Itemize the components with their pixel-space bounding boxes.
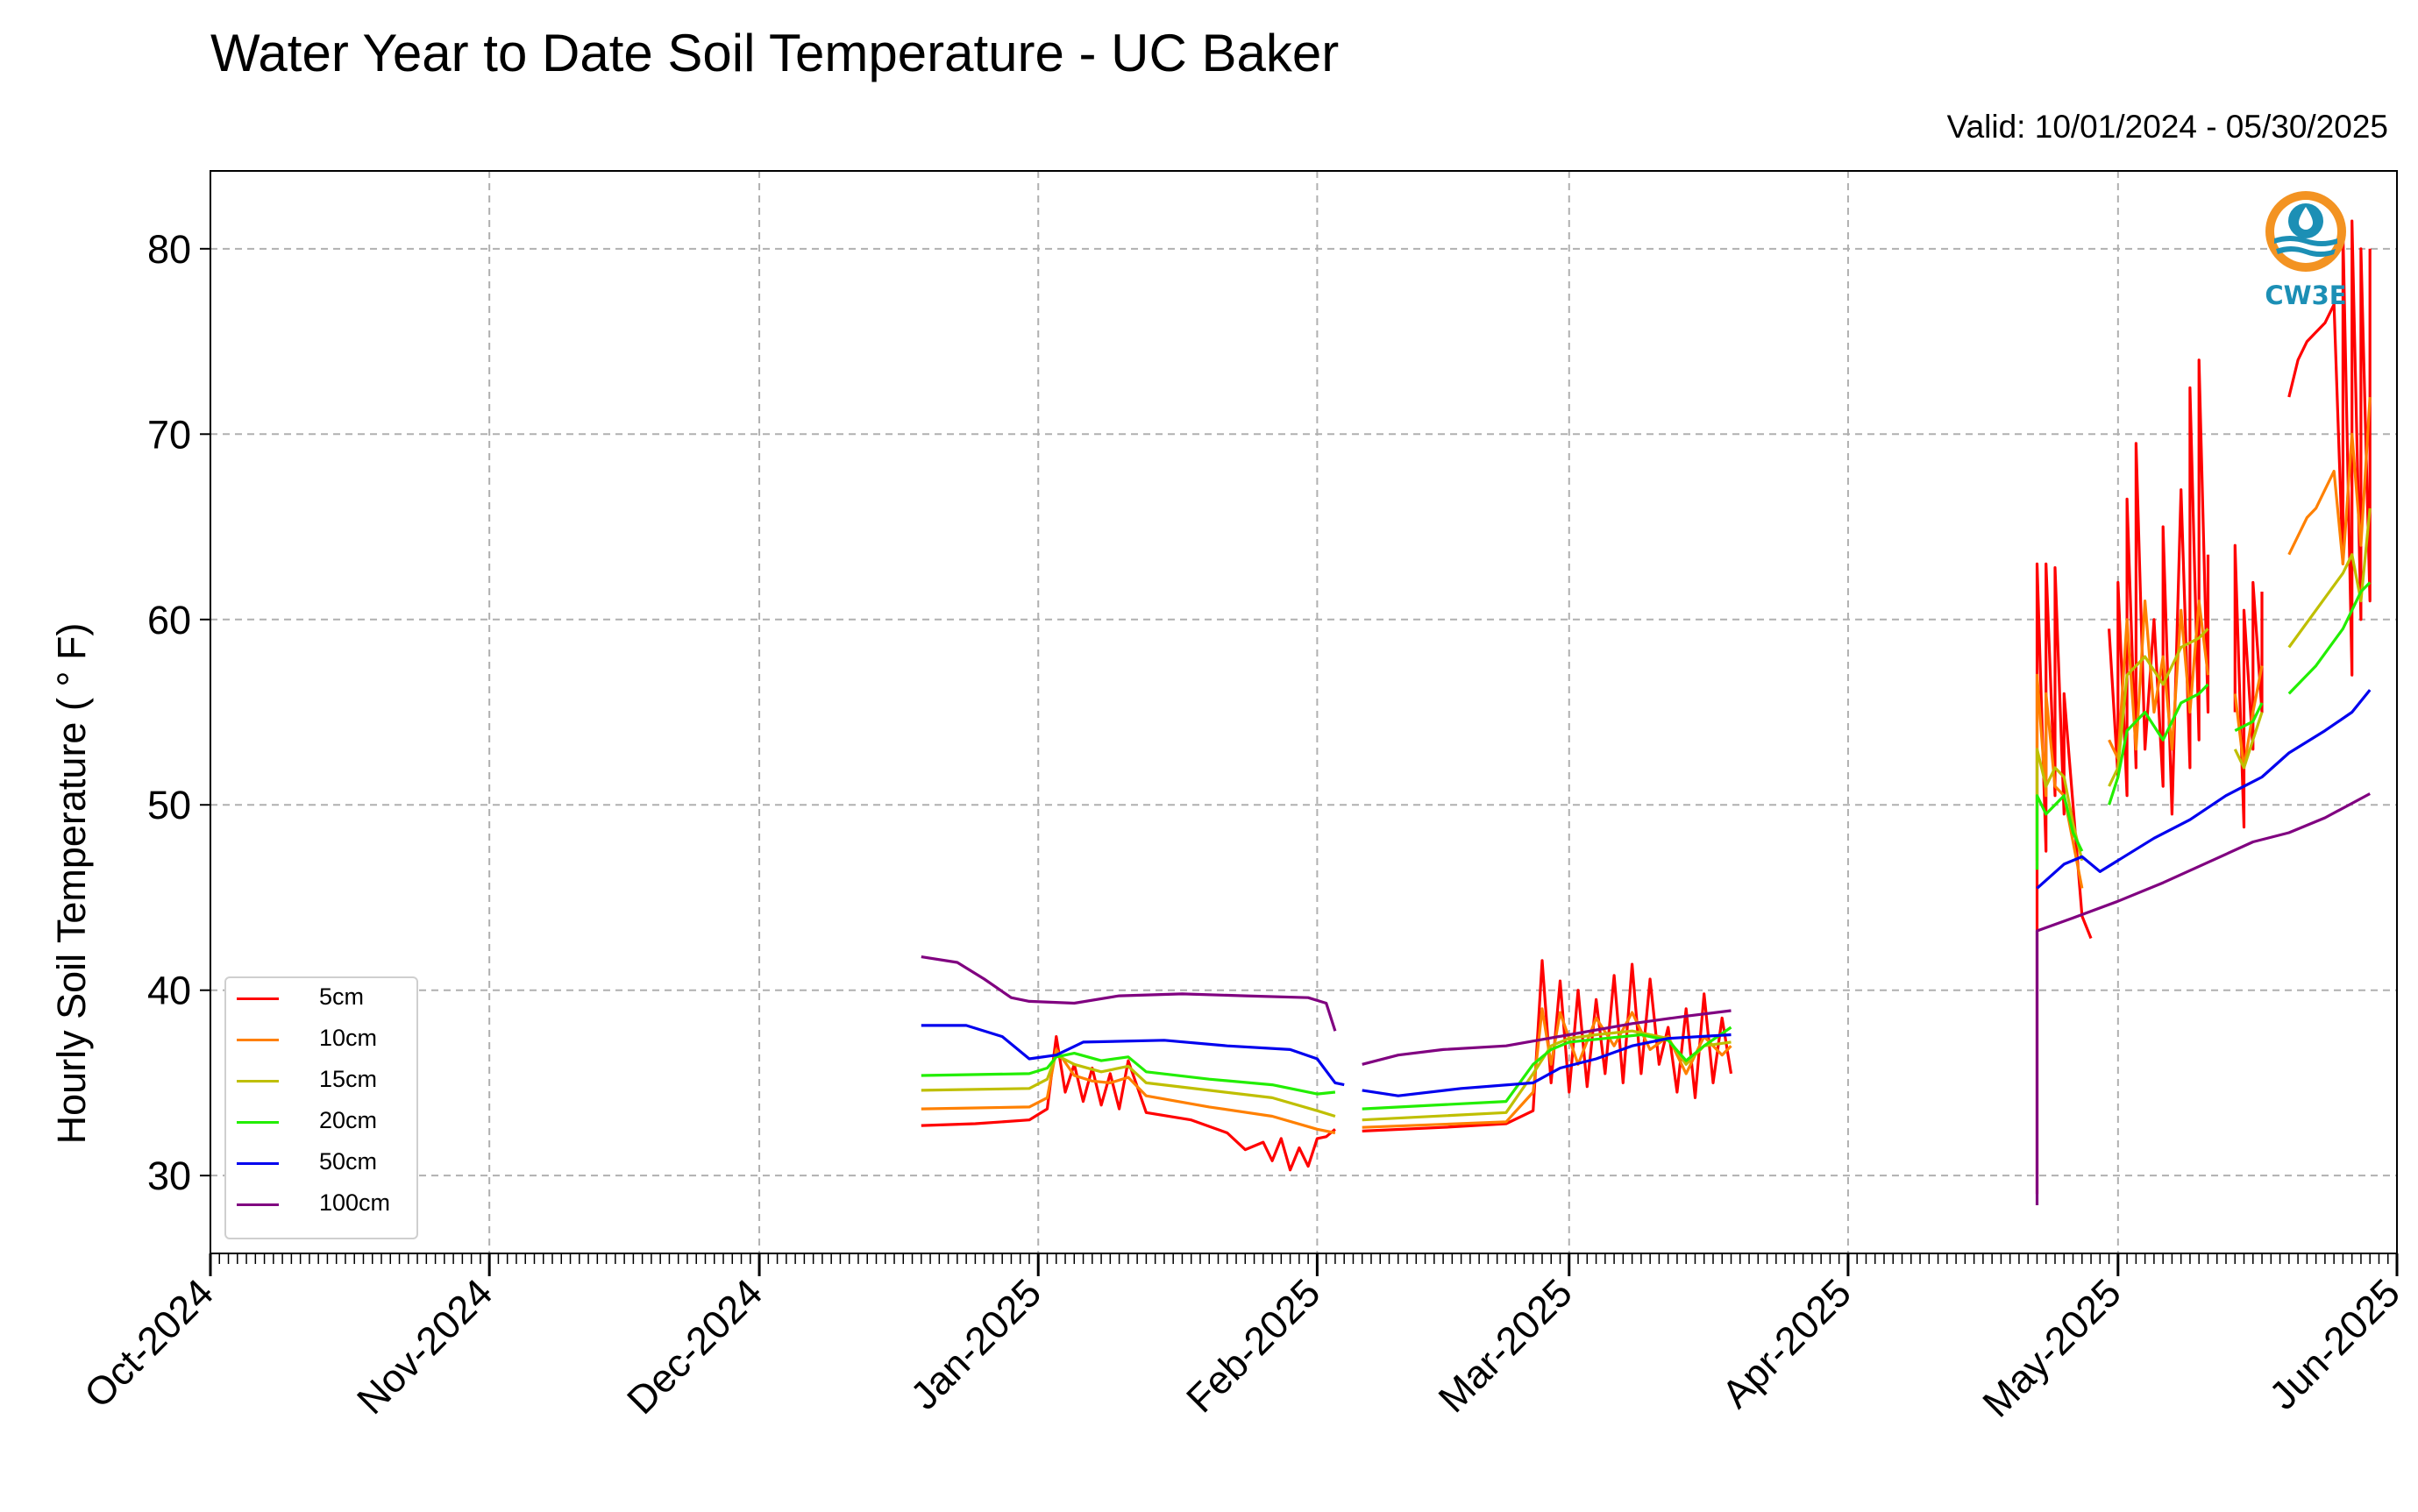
x-tick-label: Mar-2025 bbox=[1430, 1270, 1581, 1421]
legend-item-10cm: 10cm bbox=[226, 1019, 416, 1060]
series-line-15cm bbox=[921, 1054, 1336, 1118]
series-line-10cm bbox=[2233, 665, 2264, 770]
x-tick-label: Feb-2025 bbox=[1177, 1270, 1328, 1421]
legend-item-20cm: 20cm bbox=[226, 1102, 416, 1142]
series-15cm bbox=[921, 508, 2372, 1122]
legend-swatch bbox=[237, 997, 279, 1000]
legend-item-50cm: 50cm bbox=[226, 1143, 416, 1183]
series-line-20cm bbox=[2234, 702, 2264, 733]
series-line-100cm bbox=[921, 955, 1337, 1032]
series-line-10cm bbox=[2035, 673, 2084, 889]
legend-swatch bbox=[237, 1121, 279, 1124]
legend-swatch bbox=[237, 1203, 279, 1206]
series-line-100cm bbox=[2035, 792, 2371, 1205]
x-tick-label: Jun-2025 bbox=[2260, 1270, 2408, 1418]
series-10cm bbox=[921, 396, 2372, 1135]
series-line-20cm bbox=[2108, 683, 2209, 806]
legend-label: 20cm bbox=[319, 1107, 378, 1133]
series-line-20cm bbox=[1362, 1026, 1732, 1111]
chart-title: Water Year to Date Soil Temperature - UC… bbox=[210, 24, 1340, 82]
series-line-15cm bbox=[2035, 748, 2084, 862]
series-line-20cm bbox=[921, 1051, 1336, 1096]
axes: 30 40 50 60 70 80 Oct-2024 Nov-2024 Dec-2024 Jan-… bbox=[75, 227, 2408, 1426]
series-line-100cm bbox=[1362, 1009, 1732, 1066]
series-line-5cm bbox=[1362, 959, 1733, 1132]
y-axis-label: Hourly Soil Temperature ( ° F) bbox=[49, 623, 94, 1145]
cw3e-logo: CW3E bbox=[2255, 186, 2357, 317]
legend-label: 50cm bbox=[319, 1148, 378, 1175]
series-line-20cm bbox=[2287, 581, 2372, 695]
legend-item-15cm: 15cm bbox=[226, 1061, 416, 1101]
water-drop-icon bbox=[2265, 191, 2346, 272]
y-tick-label: 80 bbox=[147, 227, 191, 272]
series-line-20cm bbox=[2035, 794, 2084, 870]
series-line-15cm bbox=[2233, 712, 2264, 770]
legend-item-100cm: 100cm bbox=[226, 1184, 416, 1225]
y-tick-label: 60 bbox=[147, 598, 191, 642]
series-line-50cm bbox=[921, 1024, 1345, 1087]
series-line-10cm bbox=[921, 1047, 1336, 1135]
y-tick-label: 70 bbox=[147, 412, 191, 457]
legend-label: 100cm bbox=[319, 1189, 391, 1216]
series-100cm bbox=[921, 792, 2371, 1205]
plot-frame bbox=[210, 170, 2398, 1254]
x-tick-label: Dec-2024 bbox=[618, 1270, 771, 1423]
legend-item-5cm: 5cm bbox=[226, 978, 416, 1019]
x-tick-label: May-2025 bbox=[1974, 1270, 2130, 1426]
legend-swatch bbox=[237, 1039, 279, 1041]
series-line-10cm bbox=[2287, 396, 2372, 565]
legend-label: 10cm bbox=[319, 1025, 378, 1051]
series-line-50cm bbox=[2036, 689, 2372, 890]
series-line-15cm bbox=[1362, 1029, 1732, 1122]
y-tick-label: 50 bbox=[147, 783, 191, 827]
series-line-5cm bbox=[2108, 358, 2210, 816]
legend-swatch bbox=[237, 1162, 279, 1165]
chart-subtitle: Valid: 10/01/2024 - 05/30/2025 bbox=[1946, 109, 2388, 145]
series-50cm bbox=[921, 689, 2372, 1097]
series-line-5cm bbox=[2233, 543, 2264, 829]
legend-label: 5cm bbox=[319, 983, 365, 1010]
series-lines bbox=[921, 219, 2372, 1205]
legend: 5cm 10cm 15cm 20cm 50cm 100cm bbox=[224, 976, 418, 1239]
legend-label: 15cm bbox=[319, 1066, 378, 1092]
y-tick-label: 40 bbox=[147, 969, 191, 1013]
x-tick-label: Jan-2025 bbox=[902, 1270, 1050, 1418]
series-line-15cm bbox=[2287, 508, 2372, 649]
logo-text: CW3E bbox=[2265, 280, 2347, 310]
series-line-5cm bbox=[2287, 219, 2372, 677]
x-tick-label: Oct-2024 bbox=[75, 1270, 222, 1416]
y-tick-label: 30 bbox=[147, 1154, 191, 1198]
grid-lines bbox=[210, 171, 2397, 1253]
series-line-15cm bbox=[2108, 628, 2209, 787]
x-tick-label: Apr-2025 bbox=[1713, 1270, 1860, 1416]
series-line-10cm bbox=[2108, 599, 2210, 761]
x-tick-label: Nov-2024 bbox=[348, 1270, 501, 1423]
series-20cm bbox=[921, 581, 2372, 1111]
series-line-5cm bbox=[2035, 562, 2093, 1195]
legend-swatch bbox=[237, 1080, 279, 1083]
series-line-50cm bbox=[1362, 1033, 1732, 1097]
